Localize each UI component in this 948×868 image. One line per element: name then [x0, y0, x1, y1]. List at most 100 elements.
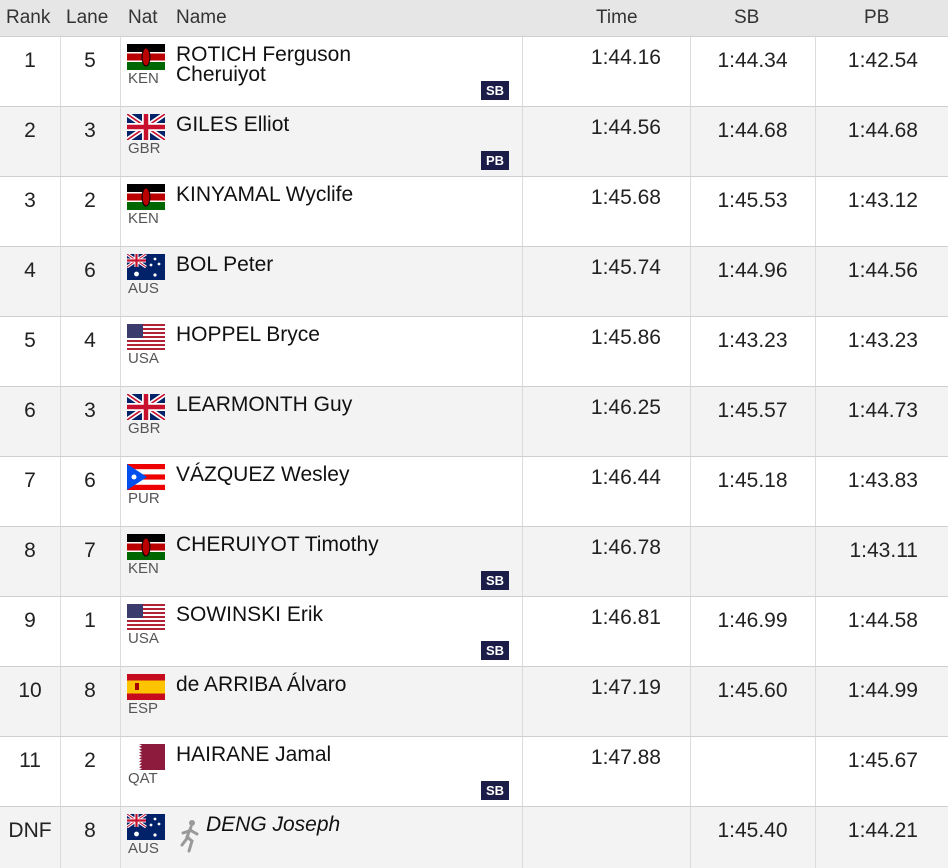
header-cell: Nat [128, 7, 158, 28]
column-divider [690, 527, 691, 597]
athlete-name: CHERUIYOT Timothy [176, 533, 379, 556]
result-row: 9 1 USA SOWINSKI Erik SB 1:46.81 1:46.99 1:44.5… [0, 596, 948, 667]
column-divider [60, 737, 61, 807]
flag-icon [127, 184, 165, 210]
column-divider [522, 247, 523, 317]
result-row: 11 2 QAT HAIRANE Jamal SB 1:47.88 1:45.67 [0, 736, 948, 807]
season-best: 1:45.18 [717, 469, 788, 492]
athlete-name: VÁZQUEZ Wesley [176, 463, 350, 486]
column-divider [522, 177, 523, 247]
record-badge: PB [481, 151, 509, 170]
column-divider [120, 457, 121, 527]
header-cell: PB [864, 7, 890, 28]
record-badge: SB [481, 81, 509, 100]
column-divider [120, 247, 121, 317]
column-divider [690, 737, 691, 807]
personal-best: 1:43.23 [847, 329, 918, 352]
result-row: 5 4 USA HOPPEL Bryce 1:45.86 1:43.23 1:43.23 [0, 316, 948, 387]
column-divider [690, 387, 691, 457]
nat-code: USA [128, 630, 159, 647]
time: 1:47.19 [590, 676, 661, 699]
column-divider [815, 807, 816, 868]
athlete-name: SOWINSKI Erik [176, 603, 324, 626]
column-divider [522, 107, 523, 177]
column-divider [815, 107, 816, 177]
rank: 10 [18, 679, 42, 702]
rank: 3 [24, 189, 36, 212]
column-divider [120, 107, 121, 177]
result-row: 3 2 KEN KINYAMAL Wyclife 1:45.68 1:45.53 1:43.… [0, 176, 948, 247]
lane: 3 [84, 119, 96, 142]
column-divider [60, 37, 61, 107]
athlete-name: ROTICH Ferguson Cheruiyot [176, 43, 352, 86]
time: 1:44.16 [590, 46, 661, 69]
column-divider [60, 177, 61, 247]
column-divider [690, 37, 691, 107]
time: 1:46.25 [590, 396, 661, 419]
lane: 7 [84, 539, 96, 562]
column-divider [120, 387, 121, 457]
column-divider [690, 807, 691, 868]
athlete-name: DENG Joseph [206, 813, 341, 836]
nat-code: AUS [128, 280, 159, 297]
column-divider [60, 387, 61, 457]
rank: 7 [24, 469, 36, 492]
personal-best: 1:43.83 [847, 469, 918, 492]
column-divider [60, 317, 61, 387]
lane: 6 [84, 259, 96, 282]
column-divider [690, 317, 691, 387]
column-divider [60, 527, 61, 597]
result-row: DNF 8 AUS DENG Joseph 1:45.40 1:44.21 [0, 806, 948, 868]
athlete-name: HOPPEL Bryce [176, 323, 320, 346]
result-row: 8 7 KEN CHERUIYOT Timothy SB 1:46.78 1:43.11 [0, 526, 948, 597]
lane: 5 [84, 49, 96, 72]
column-divider [522, 807, 523, 868]
column-divider [815, 667, 816, 737]
flag-icon [127, 814, 165, 840]
nat-code: QAT [128, 770, 158, 787]
column-divider [120, 317, 121, 387]
flag-icon [127, 254, 165, 280]
record-badge: SB [481, 641, 509, 660]
athlete-name: GILES Elliot [176, 113, 290, 136]
column-divider [690, 177, 691, 247]
season-best: 1:45.40 [717, 819, 788, 842]
flag-icon [127, 674, 165, 700]
personal-best: 1:44.68 [847, 119, 918, 142]
time: 1:46.78 [590, 536, 661, 559]
season-best: 1:45.60 [717, 679, 788, 702]
season-best: 1:45.53 [717, 189, 788, 212]
personal-best: 1:44.58 [847, 609, 918, 632]
lane: 2 [84, 189, 96, 212]
athlete-name: LEARMONTH Guy [176, 393, 353, 416]
column-divider [815, 37, 816, 107]
rank: 6 [24, 399, 36, 422]
season-best: 1:44.96 [717, 259, 788, 282]
nat-code: KEN [128, 70, 159, 87]
lane: 4 [84, 329, 96, 352]
time: 1:46.81 [590, 606, 661, 629]
personal-best: 1:44.73 [847, 399, 918, 422]
flag-icon [127, 744, 165, 770]
lane: 2 [84, 749, 96, 772]
personal-best: 1:43.12 [847, 189, 918, 212]
column-divider [815, 597, 816, 667]
nat-code: USA [128, 350, 159, 367]
column-divider [522, 737, 523, 807]
rank: 2 [24, 119, 36, 142]
column-divider [815, 247, 816, 317]
header-cell: Rank [6, 7, 51, 28]
season-best: 1:43.23 [717, 329, 788, 352]
rank: 4 [24, 259, 36, 282]
record-badge: SB [481, 781, 509, 800]
result-row: 1 5 KEN ROTICH Ferguson Cheruiyot SB 1:44.16 1… [0, 36, 948, 107]
table-header: Rank Lane Nat Name Time SB PB [0, 0, 948, 36]
result-row: 10 8 ESP de ARRIBA Álvaro 1:47.19 1:45.60 1:44… [0, 666, 948, 737]
athlete-name: HAIRANE Jamal [176, 743, 332, 766]
rank: 11 [19, 749, 41, 772]
column-divider [815, 527, 816, 597]
column-divider [120, 667, 121, 737]
column-divider [120, 597, 121, 667]
flag-icon [127, 114, 165, 140]
